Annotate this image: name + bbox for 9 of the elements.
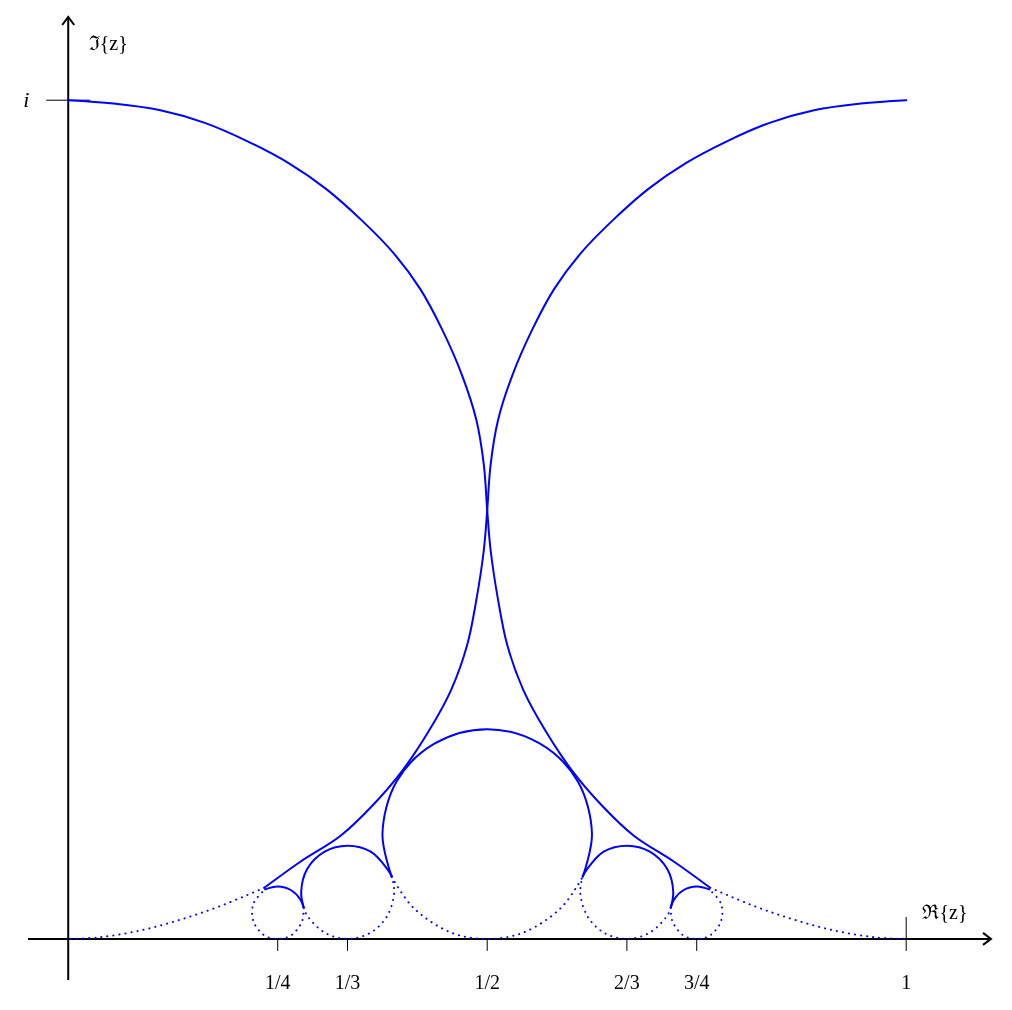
x-tick-label: 1/3 [334,970,361,993]
annotation: i [23,87,30,113]
x-tick-label: 1 [901,970,912,993]
x-tick-label: 3/4 [683,970,710,993]
x-tick-label: 2/3 [614,970,640,993]
x-tick-label: 1/2 [474,970,500,993]
x-axis-title: ℜ{z} [922,900,968,923]
y-axis-title: ℑ{z} [88,32,128,54]
x-tick-label: 1/4 [264,970,291,993]
